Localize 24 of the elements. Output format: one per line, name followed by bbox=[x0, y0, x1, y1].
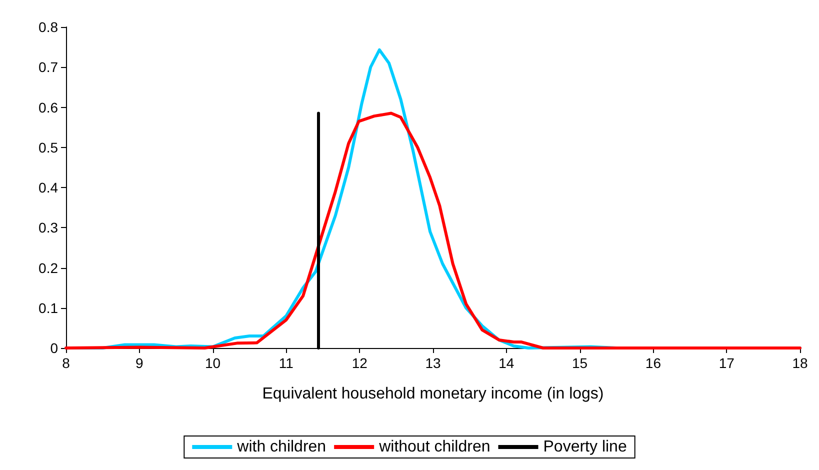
y-tick-label: 0.2 bbox=[38, 260, 58, 276]
y-tick-label: 0.1 bbox=[38, 300, 58, 316]
x-tick-label: 18 bbox=[792, 355, 808, 371]
x-tick-label: 9 bbox=[136, 355, 144, 371]
y-tick-label: 0.3 bbox=[38, 220, 58, 236]
x-tick-label: 11 bbox=[278, 355, 294, 371]
x-tick-label: 14 bbox=[498, 355, 514, 371]
x-tick-label: 13 bbox=[425, 355, 441, 371]
legend-label: Poverty line bbox=[543, 438, 627, 456]
legend-label: without children bbox=[378, 438, 490, 456]
legend-label: with children bbox=[236, 438, 326, 456]
y-tick-label: 0.7 bbox=[38, 59, 58, 76]
x-tick-label: 12 bbox=[352, 355, 368, 371]
x-tick-label: 16 bbox=[645, 355, 662, 371]
x-tick-label: 15 bbox=[572, 355, 588, 371]
y-tick-label: 0.5 bbox=[38, 139, 58, 156]
y-tick-label: 0.4 bbox=[38, 180, 58, 196]
y-tick-label: 0.8 bbox=[38, 19, 58, 35]
y-tick-label: 0 bbox=[50, 340, 58, 356]
x-tick-label: 8 bbox=[62, 355, 70, 371]
x-tick-label: 10 bbox=[205, 355, 221, 371]
x-axis-title: Equivalent household monetary income (in logs) bbox=[262, 386, 604, 402]
x-tick-label: 17 bbox=[718, 355, 735, 371]
y-tick-label: 0.6 bbox=[38, 99, 58, 116]
